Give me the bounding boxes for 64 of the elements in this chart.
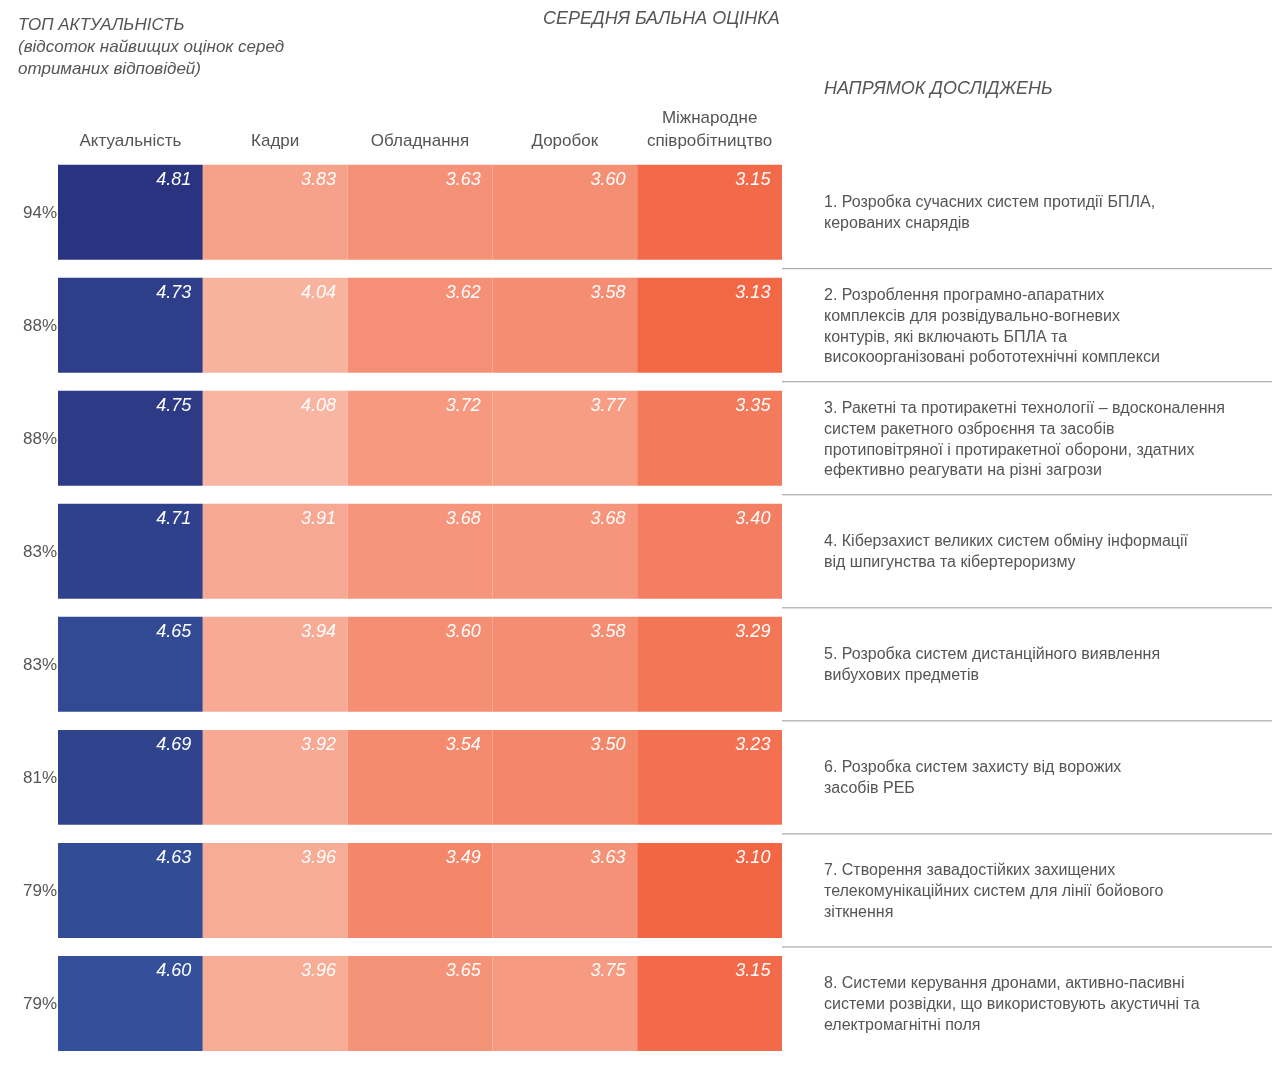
y2-axis-title: НАПРЯМОК ДОСЛІДЖЕНЬ <box>824 78 1053 98</box>
data-label: 3.58 <box>590 621 626 642</box>
data-label: 4.71 <box>156 508 192 529</box>
data-label: 3.50 <box>590 734 626 755</box>
data-label: 3.54 <box>445 734 481 755</box>
data-label: 3.83 <box>300 168 337 189</box>
data-label: 4.63 <box>156 847 192 868</box>
data-label: 3.10 <box>735 847 771 868</box>
y2-tick-label: 6. Розробка систем захисту від ворожих засобів РЕБ <box>824 758 1122 796</box>
y2-tick-label: 3. Ракетні та протиракетні технології – вдосконалення систем ракетного озброєння та засобів протиповітряної і протиракетної оборони, здатних ефективно реагувати на різні загрози <box>824 399 1225 479</box>
data-label: 3.60 <box>590 168 626 189</box>
data-label: 3.72 <box>445 395 481 416</box>
x-tick-label: Обладнання <box>370 130 470 150</box>
data-label: 3.15 <box>735 960 772 981</box>
data-label: 3.68 <box>590 508 626 529</box>
x-tick-label: Кадри <box>251 130 300 150</box>
data-label: 4.04 <box>300 282 337 303</box>
y-tick-label: 83% <box>22 542 57 562</box>
y-tick-label: 79% <box>22 881 57 901</box>
data-label: 3.65 <box>445 960 482 981</box>
data-label: 3.62 <box>445 282 481 303</box>
y2-tick-label: 7. Створення завадостійких захищених телекомунікаційних систем для лінії бойового зіткнення <box>824 861 1164 920</box>
data-label: 3.58 <box>590 282 626 303</box>
data-label: 3.77 <box>590 395 627 416</box>
y-tick-label: 88% <box>22 316 57 336</box>
data-label: 3.94 <box>300 621 337 642</box>
y2-tick-label: 5. Розробка систем дистанційного виявлення вибухових предметів <box>824 645 1161 683</box>
data-label: 3.63 <box>445 168 481 189</box>
data-label: 3.35 <box>735 395 772 416</box>
data-label: 3.49 <box>445 847 481 868</box>
y2-tick-label: 2. Розроблення програмно-апаратних комплексів для розвідувально-вогневих контурів, які включають БПЛА та високоорганізовані робототехнічні комплекси <box>824 286 1160 366</box>
y2-tick-label: 1. Розробка сучасних систем протидії БПЛА, керованих снарядів <box>824 193 1156 231</box>
data-label: 3.92 <box>300 734 337 755</box>
data-label: 3.68 <box>445 508 481 529</box>
x-tick-label: Доробок <box>531 130 599 150</box>
data-label: 3.96 <box>300 847 337 868</box>
data-label: 3.40 <box>735 508 771 529</box>
y-tick-label: 94% <box>22 203 57 223</box>
y-axis-title: ТОП АКТУАЛЬНІСТЬ (відсоток найвищих оцінок серед отриманих відповідей) <box>18 15 285 79</box>
data-label: 4.75 <box>156 395 193 416</box>
data-label: 3.29 <box>735 621 771 642</box>
data-label: 3.60 <box>445 621 481 642</box>
y2-tick-label: 8. Системи керування дронами, активно-пасивні системи розвідки, що використовують акустичні та електромагнітні поля <box>824 974 1200 1033</box>
data-label: 3.75 <box>590 960 627 981</box>
data-label: 3.13 <box>735 282 771 303</box>
data-label: 4.08 <box>300 395 337 416</box>
data-label: 4.65 <box>156 621 193 642</box>
y2-tick-label: 4. Кіберзахист великих систем обміну інформації від шпигунства та кібертероризму <box>824 532 1189 570</box>
y-tick-label: 81% <box>22 768 57 788</box>
x-tick-label: Актуальність <box>79 130 182 150</box>
data-label: 3.63 <box>590 847 626 868</box>
data-label: 3.15 <box>735 168 772 189</box>
y-tick-label: 79% <box>22 994 57 1014</box>
data-label: 4.73 <box>156 282 192 303</box>
x-tick-label: Міжнародне співробітництво <box>646 108 773 150</box>
y-tick-label: 83% <box>22 655 57 675</box>
data-label: 3.91 <box>300 508 337 529</box>
data-label: 4.60 <box>156 960 192 981</box>
y-tick-label: 88% <box>22 429 57 449</box>
data-label: 4.81 <box>156 168 192 189</box>
data-label: 3.23 <box>735 734 771 755</box>
data-label: 3.96 <box>300 960 337 981</box>
chart-title: СЕРЕДНЯ БАЛЬНА ОЦІНКА <box>543 8 780 28</box>
data-label: 4.69 <box>156 734 192 755</box>
